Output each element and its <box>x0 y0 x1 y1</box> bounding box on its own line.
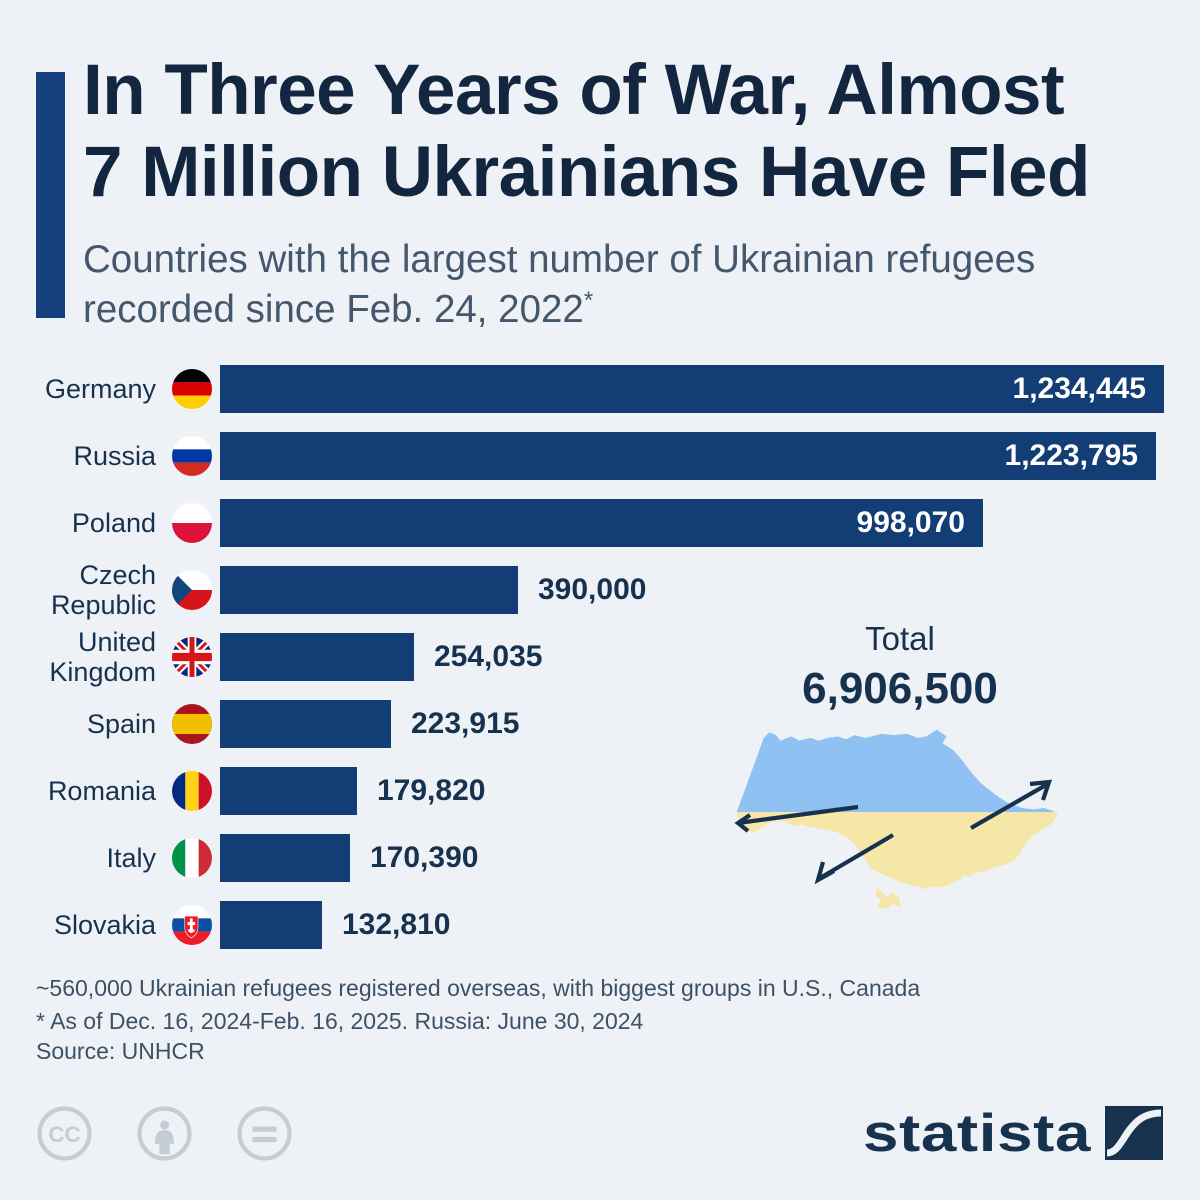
svg-text:CC: CC <box>48 1122 80 1147</box>
svg-text:statista: statista <box>863 1104 1091 1162</box>
